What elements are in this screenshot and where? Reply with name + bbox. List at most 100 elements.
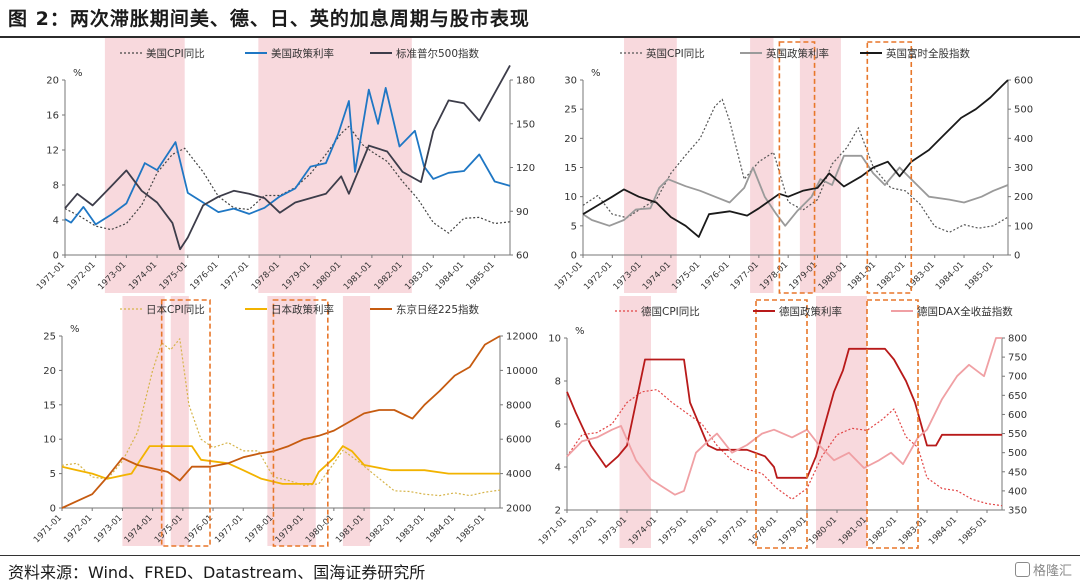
y-tick-label-left: 0 xyxy=(50,504,56,515)
y-tick-label-left: 5 xyxy=(571,221,577,232)
y-tick-label-right: 180 xyxy=(516,76,535,87)
chart-uk: 051015202530%01002003004005006001971-011… xyxy=(553,38,1033,294)
watermark: 格隆汇 xyxy=(1014,560,1072,579)
y-tick-label-right: 700 xyxy=(1008,372,1027,383)
shaded-period xyxy=(342,296,371,546)
y-tick-label-right: 4000 xyxy=(506,469,531,480)
series-line xyxy=(566,347,1002,479)
x-tick-label: 1985-01 xyxy=(465,260,497,292)
shaded-period xyxy=(750,38,774,293)
series-line xyxy=(566,337,1002,496)
y-tick-label-right: 12000 xyxy=(506,332,538,343)
shaded-period xyxy=(799,38,841,293)
legend-label: 德国政策利率 xyxy=(779,305,842,318)
chart-jp: 0 5 10 15 20 25% 2000 4000 6000 8000 10000 12000 197… xyxy=(32,296,538,547)
y-tick-label-right: 300 xyxy=(1014,163,1033,174)
y-tick-label-left: 4 xyxy=(555,463,561,474)
y-tick-label-left: 20 xyxy=(43,366,56,377)
legend-label: 日本CPI同比 xyxy=(146,303,205,316)
y-tick-label-left: 16 xyxy=(46,111,59,122)
x-tick-label: 1978-01 xyxy=(747,515,779,547)
y-tick-label-left: 5 xyxy=(50,469,56,480)
chart-de: 2 4 6 8 10% 350 400 450 500 550 600 650 700 750 800 197… xyxy=(537,296,1027,549)
shaded-period xyxy=(170,296,189,546)
legend-label: 德国CPI同比 xyxy=(641,305,700,318)
y-tick-label-left: 10 xyxy=(43,435,56,446)
y-tick-label-left: 10 xyxy=(548,334,561,345)
x-tick-label: 1971-01 xyxy=(32,513,64,545)
footer-divider xyxy=(0,555,1080,556)
y-tick-label-left: 8 xyxy=(555,377,561,388)
x-tick-label: 1977-01 xyxy=(219,260,251,292)
y-tick-label-right: 60 xyxy=(516,251,529,262)
highlight-box xyxy=(866,41,913,294)
y-unit-label: % xyxy=(591,68,601,79)
legend-label: 东京日经225指数 xyxy=(396,303,480,316)
y-unit-label: % xyxy=(575,326,585,337)
shaded-period xyxy=(816,296,867,548)
y-tick-label-left: 6 xyxy=(555,420,561,431)
x-tick-label: 1985-01 xyxy=(455,513,487,545)
y-tick-label-left: 25 xyxy=(564,105,577,116)
y-tick-label-right: 500 xyxy=(1014,105,1033,116)
shaded-period xyxy=(624,38,677,293)
source-note: 资料来源：Wind、FRED、Datastream、国海证券研究所 xyxy=(8,563,426,582)
x-tick-label: 1976-01 xyxy=(699,260,731,292)
y-tick-label-right: 550 xyxy=(1008,429,1027,440)
title-divider xyxy=(0,36,1080,38)
highlight-box xyxy=(755,299,808,549)
x-tick-label: 1985-01 xyxy=(957,515,989,547)
y-tick-label-right: 10000 xyxy=(506,366,538,377)
legend-label: 美国政策利率 xyxy=(271,47,334,60)
legend-label: 标准普尔500指数 xyxy=(396,47,480,60)
y-tick-label-right: 90 xyxy=(516,207,529,218)
x-tick-label: 1983-01 xyxy=(897,515,929,547)
x-tick-label: 1972-01 xyxy=(567,515,599,547)
x-tick-label: 1977-01 xyxy=(717,515,749,547)
x-tick-label: 1973-01 xyxy=(92,513,124,545)
y-tick-label-right: 500 xyxy=(1008,448,1027,459)
y-tick-label-right: 2000 xyxy=(506,504,531,515)
x-tick-label: 1981-01 xyxy=(846,260,878,292)
y-tick-label-right: 8000 xyxy=(506,400,531,411)
legend-label: 英国富时全股指数 xyxy=(886,47,970,60)
x-tick-label: 1984-01 xyxy=(934,260,966,292)
x-tick-label: 1984-01 xyxy=(434,260,466,292)
x-tick-label: 1975-01 xyxy=(657,515,689,547)
shaded-periods xyxy=(624,38,841,293)
shaded-period xyxy=(267,296,316,546)
shaded-periods xyxy=(122,296,371,546)
legend-label: 日本政策利率 xyxy=(271,303,334,316)
highlight-box xyxy=(866,299,919,549)
highlight-box xyxy=(272,299,329,547)
y-tick-label-right: 100 xyxy=(1014,221,1033,232)
x-tick-label: 1984-01 xyxy=(927,515,959,547)
x-tick-label: 1976-01 xyxy=(188,260,220,292)
x-tick-label: 1972-01 xyxy=(582,260,614,292)
series-line xyxy=(61,335,501,509)
y-tick-label-right: 6000 xyxy=(506,435,531,446)
legend-label: 美国CPI同比 xyxy=(146,47,205,60)
legend-label: 德国DAX全收益指数 xyxy=(917,305,1013,318)
x-tick-label: 1971-01 xyxy=(553,260,585,292)
y-tick-label-left: 15 xyxy=(564,163,577,174)
y-tick-label-right: 350 xyxy=(1008,506,1027,517)
y-tick-label-left: 2 xyxy=(555,506,561,517)
series-line xyxy=(61,445,500,485)
x-tick-label: 1985-01 xyxy=(963,260,995,292)
y-tick-label-left: 20 xyxy=(564,134,577,145)
y-tick-label-right: 450 xyxy=(1008,467,1027,478)
y-tick-label-left: 8 xyxy=(53,181,59,192)
y-tick-label-left: 15 xyxy=(43,400,56,411)
x-tick-label: 1971-01 xyxy=(537,515,569,547)
x-tick-label: 1972-01 xyxy=(62,513,94,545)
legend-label: 英国CPI同比 xyxy=(646,47,705,60)
x-tick-label: 1984-01 xyxy=(425,513,457,545)
y-tick-label-right: 600 xyxy=(1014,76,1033,87)
y-tick-label-left: 25 xyxy=(43,332,56,343)
y-tick-label-right: 120 xyxy=(516,163,535,174)
y-tick-label-right: 0 xyxy=(1014,251,1020,262)
x-tick-label: 1976-01 xyxy=(687,515,719,547)
shaded-period xyxy=(619,296,651,548)
